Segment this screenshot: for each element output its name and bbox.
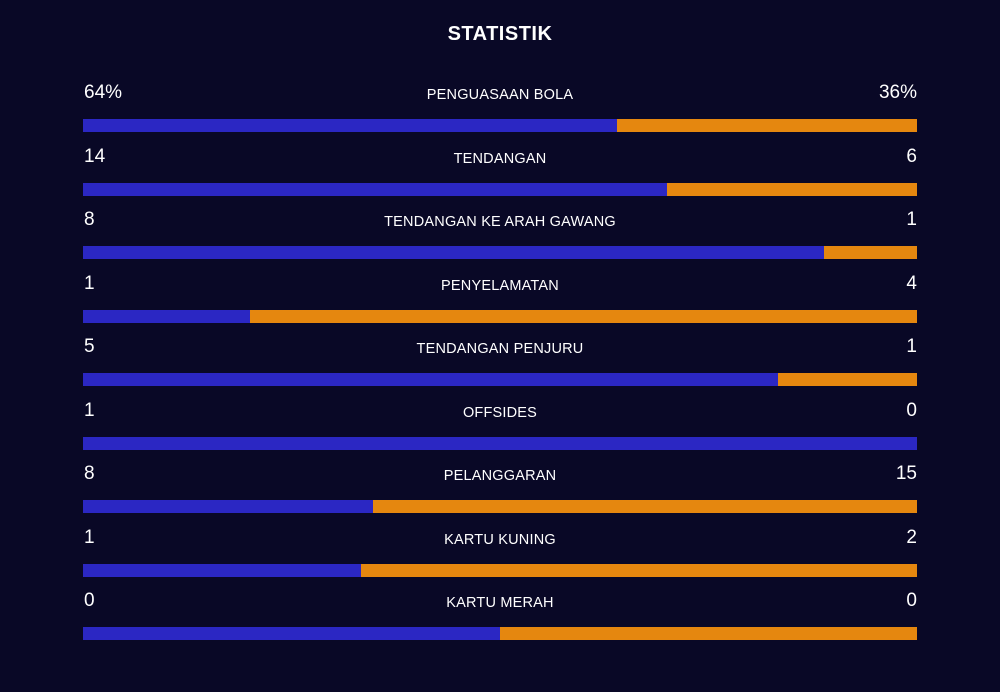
home-bar-segment <box>83 373 778 386</box>
stat-label: PENGUASAAN BOLA <box>426 87 574 103</box>
away-value: 36% <box>878 82 917 103</box>
stat-bar <box>83 246 917 259</box>
stat-label: PELANGGARAN <box>443 468 557 484</box>
stat-label: TENDANGAN PENJURU <box>416 341 584 357</box>
home-bar-segment <box>83 436 917 450</box>
away-bar-segment <box>360 563 917 577</box>
home-bar-segment <box>83 246 825 259</box>
stat-bar <box>83 627 917 640</box>
stat-bar <box>83 182 917 196</box>
stat-row-corners: 5 TENDANGAN PENJURU 1 <box>83 332 917 396</box>
away-value: 2 <box>906 526 917 548</box>
away-value: 0 <box>906 399 917 421</box>
away-value: 15 <box>895 463 917 484</box>
away-value: 1 <box>906 336 917 357</box>
home-value: 1 <box>84 272 95 294</box>
stat-bar <box>83 500 917 513</box>
home-bar-segment <box>83 119 617 132</box>
stat-label: TENDANGAN KE ARAH GAWANG <box>384 214 616 230</box>
stat-row-offsides: 1 OFFSIDES 0 <box>83 396 917 460</box>
stat-row-yellow-cards: 1 KARTU KUNING 2 <box>83 523 917 587</box>
away-value: 0 <box>906 590 917 611</box>
stat-row-shots-on-target: 8 TENDANGAN KE ARAH GAWANG 1 <box>83 205 917 269</box>
stat-bar <box>83 563 917 577</box>
away-value: 1 <box>906 209 917 230</box>
stat-row-fouls: 8 PELANGGARAN 15 <box>83 459 917 523</box>
home-value: 5 <box>84 336 95 357</box>
stat-label: PENYELAMATAN <box>441 277 559 294</box>
home-value: 1 <box>84 399 95 421</box>
home-bar-segment <box>83 182 667 196</box>
stat-label: KARTU MERAH <box>446 595 554 611</box>
away-bar-segment <box>616 119 917 132</box>
home-value: 64% <box>84 82 123 103</box>
stat-row-possession: 64% PENGUASAAN BOLA 36% <box>83 78 917 142</box>
stat-row-saves: 1 PENYELAMATAN 4 <box>83 269 917 333</box>
home-value: 14 <box>84 145 106 167</box>
home-value: 1 <box>84 526 95 548</box>
away-value: 6 <box>906 145 917 167</box>
stat-row-shots: 14 TENDANGAN 6 <box>83 142 917 206</box>
home-value: 8 <box>84 209 95 230</box>
stats-list: 64% PENGUASAAN BOLA 36% 14 TENDANGAN 6 8… <box>83 78 917 650</box>
away-bar-segment <box>373 500 917 513</box>
home-bar-segment <box>83 563 361 577</box>
away-bar-segment <box>249 309 917 323</box>
stat-bar <box>83 309 917 323</box>
stat-row-red-cards: 0 KARTU MERAH 0 <box>83 586 917 650</box>
stat-bar <box>83 373 917 386</box>
home-value: 8 <box>84 463 95 484</box>
stat-label: TENDANGAN <box>453 150 547 167</box>
away-bar-segment <box>824 246 917 259</box>
stat-label: KARTU KUNING <box>444 531 556 548</box>
away-bar-segment <box>666 182 917 196</box>
home-bar-segment <box>83 627 500 640</box>
home-bar-segment <box>83 500 374 513</box>
home-value: 0 <box>84 590 95 611</box>
stat-bar <box>83 436 917 450</box>
stats-title: STATISTIK <box>447 23 553 45</box>
stat-label: OFFSIDES <box>462 404 538 421</box>
away-bar-segment <box>777 373 917 386</box>
home-bar-segment <box>83 309 250 323</box>
stat-bar <box>83 119 917 132</box>
away-bar-segment <box>500 627 917 640</box>
away-value: 4 <box>906 272 917 294</box>
